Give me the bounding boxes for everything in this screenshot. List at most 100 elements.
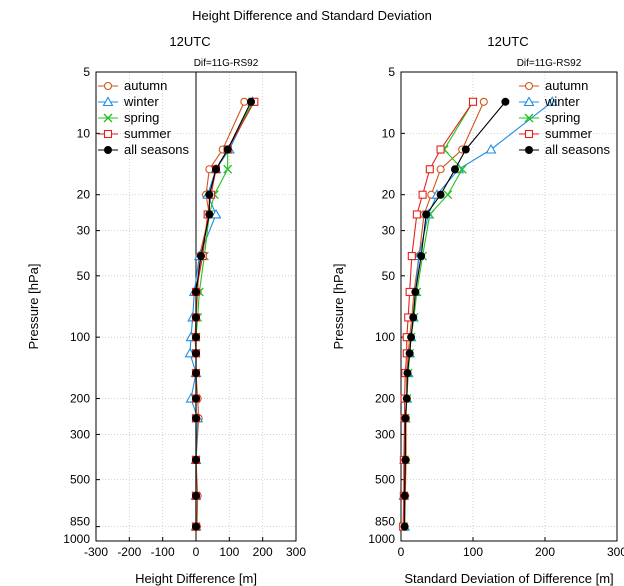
panel-subtitle: 12UTC — [169, 34, 210, 49]
chart-title: Height Difference and Standard Deviation — [192, 8, 432, 23]
legend-label: winter — [544, 94, 580, 109]
data-point — [405, 349, 414, 358]
x-tick-label: 100 — [463, 545, 483, 559]
data-point — [192, 414, 200, 423]
legend-label: summer — [545, 126, 593, 141]
data-point — [205, 210, 214, 219]
data-point — [436, 165, 445, 174]
data-point — [223, 145, 232, 154]
y-tick-label: 300 — [70, 427, 90, 441]
x-tick-label: -100 — [151, 545, 175, 559]
data-point — [468, 97, 478, 106]
chart-panel-2: 12UTC Dif=11G-RS92 0 100 200 300 5 10 20 30 50 100 2… — [331, 34, 624, 586]
y-axis-label: Pressure [hPa] — [331, 264, 346, 350]
y-tick-label: 200 — [70, 392, 90, 406]
y-tick-label: 850 — [375, 515, 395, 529]
data-point — [443, 190, 453, 200]
data-point — [479, 97, 488, 106]
x-tick-label: 300 — [286, 545, 306, 559]
data-point — [192, 313, 200, 322]
chart-panel-1: 12UTC Dif=11G-RS92 -300 -200 -100 0 100 200 300 5… — [26, 34, 306, 586]
data-point — [425, 165, 434, 174]
data-point — [400, 522, 409, 531]
y-tick-label: 30 — [77, 224, 91, 238]
plot-frame — [400, 71, 618, 542]
y-tick-label: 10 — [382, 126, 396, 140]
data-point — [223, 164, 233, 174]
y-tick-label: 500 — [375, 473, 395, 487]
data-point — [461, 145, 470, 154]
data-point — [436, 145, 445, 154]
x-tick-label: 300 — [607, 545, 624, 559]
y-axis-label: Pressure [hPa] — [26, 264, 41, 350]
legend-label: all seasons — [545, 142, 611, 157]
y-tick-label: 1000 — [63, 532, 90, 546]
data-point — [422, 210, 431, 219]
x-tick-label: 100 — [219, 545, 239, 559]
data-point — [192, 394, 200, 403]
x-axis-label: Standard Deviation of Difference [m] — [404, 571, 613, 586]
x-tick-label: -200 — [117, 545, 141, 559]
data-point — [501, 97, 510, 106]
legend-marker — [104, 146, 112, 154]
series-line — [404, 101, 506, 527]
legend-marker — [103, 129, 113, 139]
data-point — [485, 143, 497, 154]
series-spring — [191, 97, 258, 532]
data-point — [457, 164, 467, 174]
legend-marker — [523, 96, 535, 107]
series-line — [189, 101, 254, 527]
series-line — [402, 101, 474, 527]
y-tick-label: 20 — [77, 188, 91, 202]
y-tick-label: 50 — [77, 269, 91, 283]
data-point — [240, 97, 249, 106]
legend-marker — [103, 113, 113, 123]
panel-annotation: Dif=11G-RS92 — [517, 58, 582, 69]
series-line — [195, 101, 255, 527]
legend-label: spring — [545, 110, 580, 125]
legend-label: all seasons — [124, 142, 190, 157]
y-tick-label: 300 — [375, 427, 395, 441]
panel-annotation: Dif=11G-RS92 — [194, 58, 259, 69]
y-tick-label: 20 — [382, 188, 396, 202]
panel-subtitle: 12UTC — [487, 34, 528, 49]
data-point — [401, 455, 410, 464]
data-point — [192, 333, 200, 342]
series-all-seasons — [400, 97, 510, 531]
x-tick-label: 200 — [253, 545, 273, 559]
data-point — [409, 313, 418, 322]
legend-marker — [524, 81, 534, 91]
series-winter — [398, 96, 558, 531]
x-tick-label: 0 — [193, 545, 200, 559]
data-point — [192, 369, 200, 378]
y-tick-label: 10 — [77, 126, 91, 140]
y-tick-label: 1000 — [368, 532, 395, 546]
legend-marker — [525, 146, 533, 154]
legend-label: autumn — [545, 78, 588, 93]
series-line — [404, 101, 485, 527]
data-point — [546, 96, 558, 106]
legend-label: spring — [124, 110, 159, 125]
y-tick-label: 5 — [83, 65, 90, 79]
y-tick-label: 100 — [70, 330, 90, 344]
y-tick-label: 50 — [382, 269, 396, 283]
legend-marker — [102, 96, 114, 107]
x-tick-label: 0 — [398, 545, 405, 559]
legend-label: winter — [123, 94, 159, 109]
data-point — [451, 165, 459, 174]
y-tick-label: 850 — [70, 515, 90, 529]
data-point — [400, 491, 409, 500]
data-point — [407, 252, 416, 261]
data-point — [192, 522, 200, 531]
y-tick-label: 200 — [375, 392, 395, 406]
x-tick-label: 200 — [535, 545, 555, 559]
y-tick-label: 500 — [70, 473, 90, 487]
legend-label: summer — [124, 126, 172, 141]
data-point — [436, 190, 445, 199]
data-point — [205, 190, 214, 199]
data-point — [411, 287, 420, 296]
data-point — [210, 208, 222, 219]
data-point — [417, 252, 426, 261]
